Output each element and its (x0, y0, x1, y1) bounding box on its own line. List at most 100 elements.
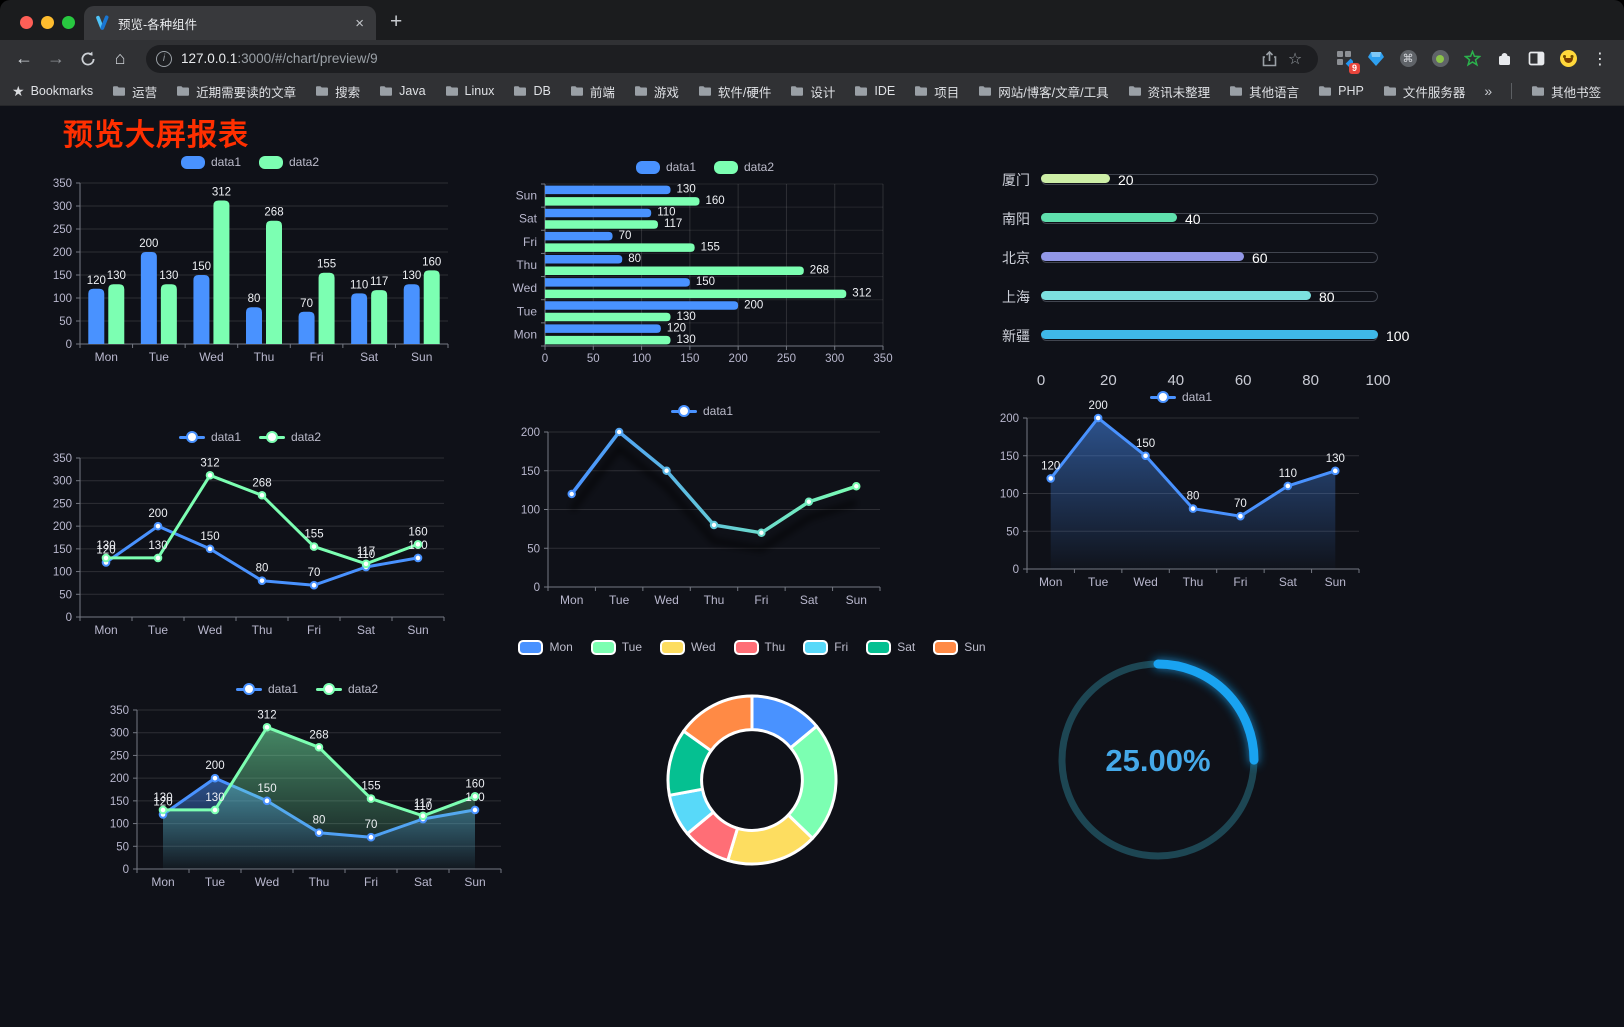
bar-data1-Sat[interactable] (351, 293, 368, 344)
point-data1-Thu[interactable] (257, 576, 267, 585)
bar-data1-Wed[interactable] (545, 278, 690, 287)
point-data1-Wed[interactable] (1141, 451, 1150, 461)
point-data2-Wed[interactable] (262, 722, 272, 732)
bookmark-folder-运营[interactable]: 运营 (112, 82, 157, 101)
bookmark-folder-项目[interactable]: 项目 (914, 82, 959, 101)
point-data2-Fri[interactable] (366, 794, 376, 803)
donut-plot[interactable] (552, 658, 952, 966)
point-data1-Wed[interactable] (662, 466, 671, 475)
legend-item-data2[interactable]: data2 (316, 682, 378, 696)
bar-data1-Tue[interactable] (545, 301, 739, 310)
bookmark-folder-网站/博客/文章/工具[interactable]: 网站/博客/文章/工具 (978, 82, 1109, 101)
bookmark-folder-Java[interactable]: Java (379, 84, 426, 98)
basic-line-plot[interactable]: 0 50 100 150 200 250 300 350 Mon Tue Wed Thu Fri Sat S… (38, 448, 462, 644)
point-data2-Sat[interactable] (418, 811, 428, 821)
extension-star-icon[interactable] (1458, 45, 1486, 73)
bookmark-folder-其他语言[interactable]: 其他语言 (1229, 82, 1299, 101)
back-button[interactable]: ← (15, 48, 33, 68)
progress-row-北京[interactable]: 北京 60 (992, 238, 1378, 277)
bar-data1-Mon[interactable] (545, 324, 661, 333)
legend-item-Tue[interactable]: Tue (590, 639, 642, 655)
bar-data1-Thu[interactable] (246, 307, 262, 344)
legend-item-data1[interactable]: data1 (235, 682, 298, 696)
bar-data2-Tue[interactable] (160, 284, 177, 344)
bookmark-folder-资讯未整理[interactable]: 资讯未整理 (1128, 82, 1210, 101)
legend-item-Wed[interactable]: Wed (660, 639, 716, 655)
bookmark-star-icon[interactable]: ☆ (1287, 50, 1303, 68)
bar-data1-Sat[interactable] (545, 208, 652, 218)
point-data1-Tue[interactable] (153, 521, 163, 531)
bar-data1-Fri[interactable] (298, 311, 315, 344)
progress-row-上海[interactable]: 上海 80 (992, 277, 1378, 316)
bar-data1-Sun[interactable] (545, 185, 671, 195)
bar-data2-Sun[interactable] (545, 197, 700, 206)
bar-data1-Mon[interactable] (88, 288, 105, 344)
point-data1-Fri[interactable] (309, 580, 319, 590)
bookmarks-overflow-chevron[interactable]: » (1484, 83, 1493, 99)
bar-data2-Fri[interactable] (318, 272, 335, 344)
gradient-line-chart[interactable]: data1 0 50 100 150 200 Mon Tue Wed Thu Fri Sat Sun (506, 400, 898, 614)
gradient-line-plot[interactable]: 0 50 100 150 200 Mon Tue Wed Thu Fri Sat Sun (506, 422, 898, 614)
bar-data2-Tue[interactable] (545, 312, 671, 322)
point-data1-Fri[interactable] (366, 832, 376, 842)
bar-data1-Thu[interactable] (545, 255, 623, 264)
extension-emoji-icon[interactable] (1554, 45, 1582, 73)
progress-row-厦门[interactable]: 厦门 20 (992, 160, 1378, 199)
point-data2-Mon[interactable] (158, 805, 168, 815)
progress-row-新疆[interactable]: 新疆 100 (992, 316, 1409, 355)
point-data2-Wed[interactable] (205, 470, 215, 480)
bookmark-folder-PHP[interactable]: PHP (1318, 84, 1364, 98)
point-data1-Sun[interactable] (413, 553, 423, 563)
point-data2-Tue[interactable] (210, 805, 220, 815)
point-data1-Thu[interactable] (709, 520, 719, 530)
site-info-icon[interactable]: i (156, 50, 172, 67)
bar-data2-Wed[interactable] (545, 289, 847, 299)
side-panel-icon[interactable] (1522, 45, 1550, 73)
browser-menu-icon[interactable]: ⋮ (1592, 50, 1608, 68)
bar-data2-Sat[interactable] (371, 290, 388, 344)
bar-data2-Mon[interactable] (108, 284, 125, 344)
share-icon[interactable] (1256, 46, 1282, 72)
point-data1-Sun[interactable] (470, 805, 480, 815)
bar-data2-Wed[interactable] (213, 200, 230, 344)
tab-close-icon[interactable]: × (355, 14, 364, 32)
area-line-chart[interactable]: data1 0 50 100 150 200 Mon Tue Wed Thu Fri Sat Sun 1… (985, 386, 1377, 596)
point-data1-Fri[interactable] (757, 528, 766, 537)
point-data2-Sat[interactable] (361, 559, 371, 569)
legend-item-data1[interactable]: data1 (1149, 390, 1212, 404)
point-data1-Sat[interactable] (804, 497, 814, 506)
legend-item-Sat[interactable]: Sat (866, 639, 915, 655)
bookmark-folder-软件/硬件[interactable]: 软件/硬件 (698, 82, 771, 101)
grouped-bar-chart[interactable]: data1 data2 0 50 100 150 200 250 300 350 Mon Tue Wed… (38, 151, 462, 371)
extension-puzzle-icon[interactable] (1490, 45, 1518, 73)
double-area-line-plot[interactable]: 0 50 100 150 200 250 300 350 Mon Tue Wed Thu Fri Sat S… (95, 700, 519, 896)
point-data2-Mon[interactable] (101, 553, 111, 563)
address-bar[interactable]: i 127.0.0.1:3000/#/chart/preview/9 ☆ (146, 44, 1318, 73)
legend-item-data1[interactable]: data1 (178, 430, 241, 444)
new-tab-button[interactable]: + (390, 10, 403, 33)
double-area-line-chart[interactable]: data1 data2 0 50 100 150 200 250 300 350 Mon Tue We… (95, 678, 519, 896)
ring-gauge-plot[interactable]: 25.00% (1044, 646, 1272, 874)
browser-tab[interactable]: 预览-各种组件 × (84, 6, 376, 40)
point-data1-Thu[interactable] (1188, 504, 1198, 513)
legend-item-data2[interactable]: data2 (259, 155, 319, 169)
forward-button[interactable]: → (47, 48, 65, 68)
bookmark-folder-DB[interactable]: DB (513, 84, 551, 98)
legend-item-data1[interactable]: data1 (635, 160, 696, 174)
horizontal-bar-chart[interactable]: data1 data2 0 50 100 150 200 250 300 350 Mon 120 130… (505, 156, 905, 371)
point-data1-Wed[interactable] (205, 544, 215, 554)
donut-chart[interactable]: Mon Tue Wed Thu Fri Sat Sun (518, 636, 986, 970)
close-window-button[interactable] (20, 16, 33, 29)
bookmark-folder-Linux[interactable]: Linux (445, 84, 494, 98)
point-data1-Sun[interactable] (1330, 466, 1340, 476)
extension-command-icon[interactable]: ⌘ (1394, 45, 1422, 73)
point-data1-Sat[interactable] (1283, 481, 1293, 491)
bar-data1-Tue[interactable] (140, 252, 157, 344)
ring-gauge-chart[interactable]: 25.00% (1044, 646, 1272, 874)
legend-item-Fri[interactable]: Fri (803, 639, 848, 655)
basic-line-chart[interactable]: data1 data2 0 50 100 150 200 250 300 350 Mon Tue Wed… (38, 426, 462, 644)
url-text[interactable]: 127.0.0.1:3000/#/chart/preview/9 (181, 51, 1256, 66)
point-data2-Tue[interactable] (153, 553, 163, 563)
point-data1-Mon[interactable] (1046, 474, 1056, 483)
